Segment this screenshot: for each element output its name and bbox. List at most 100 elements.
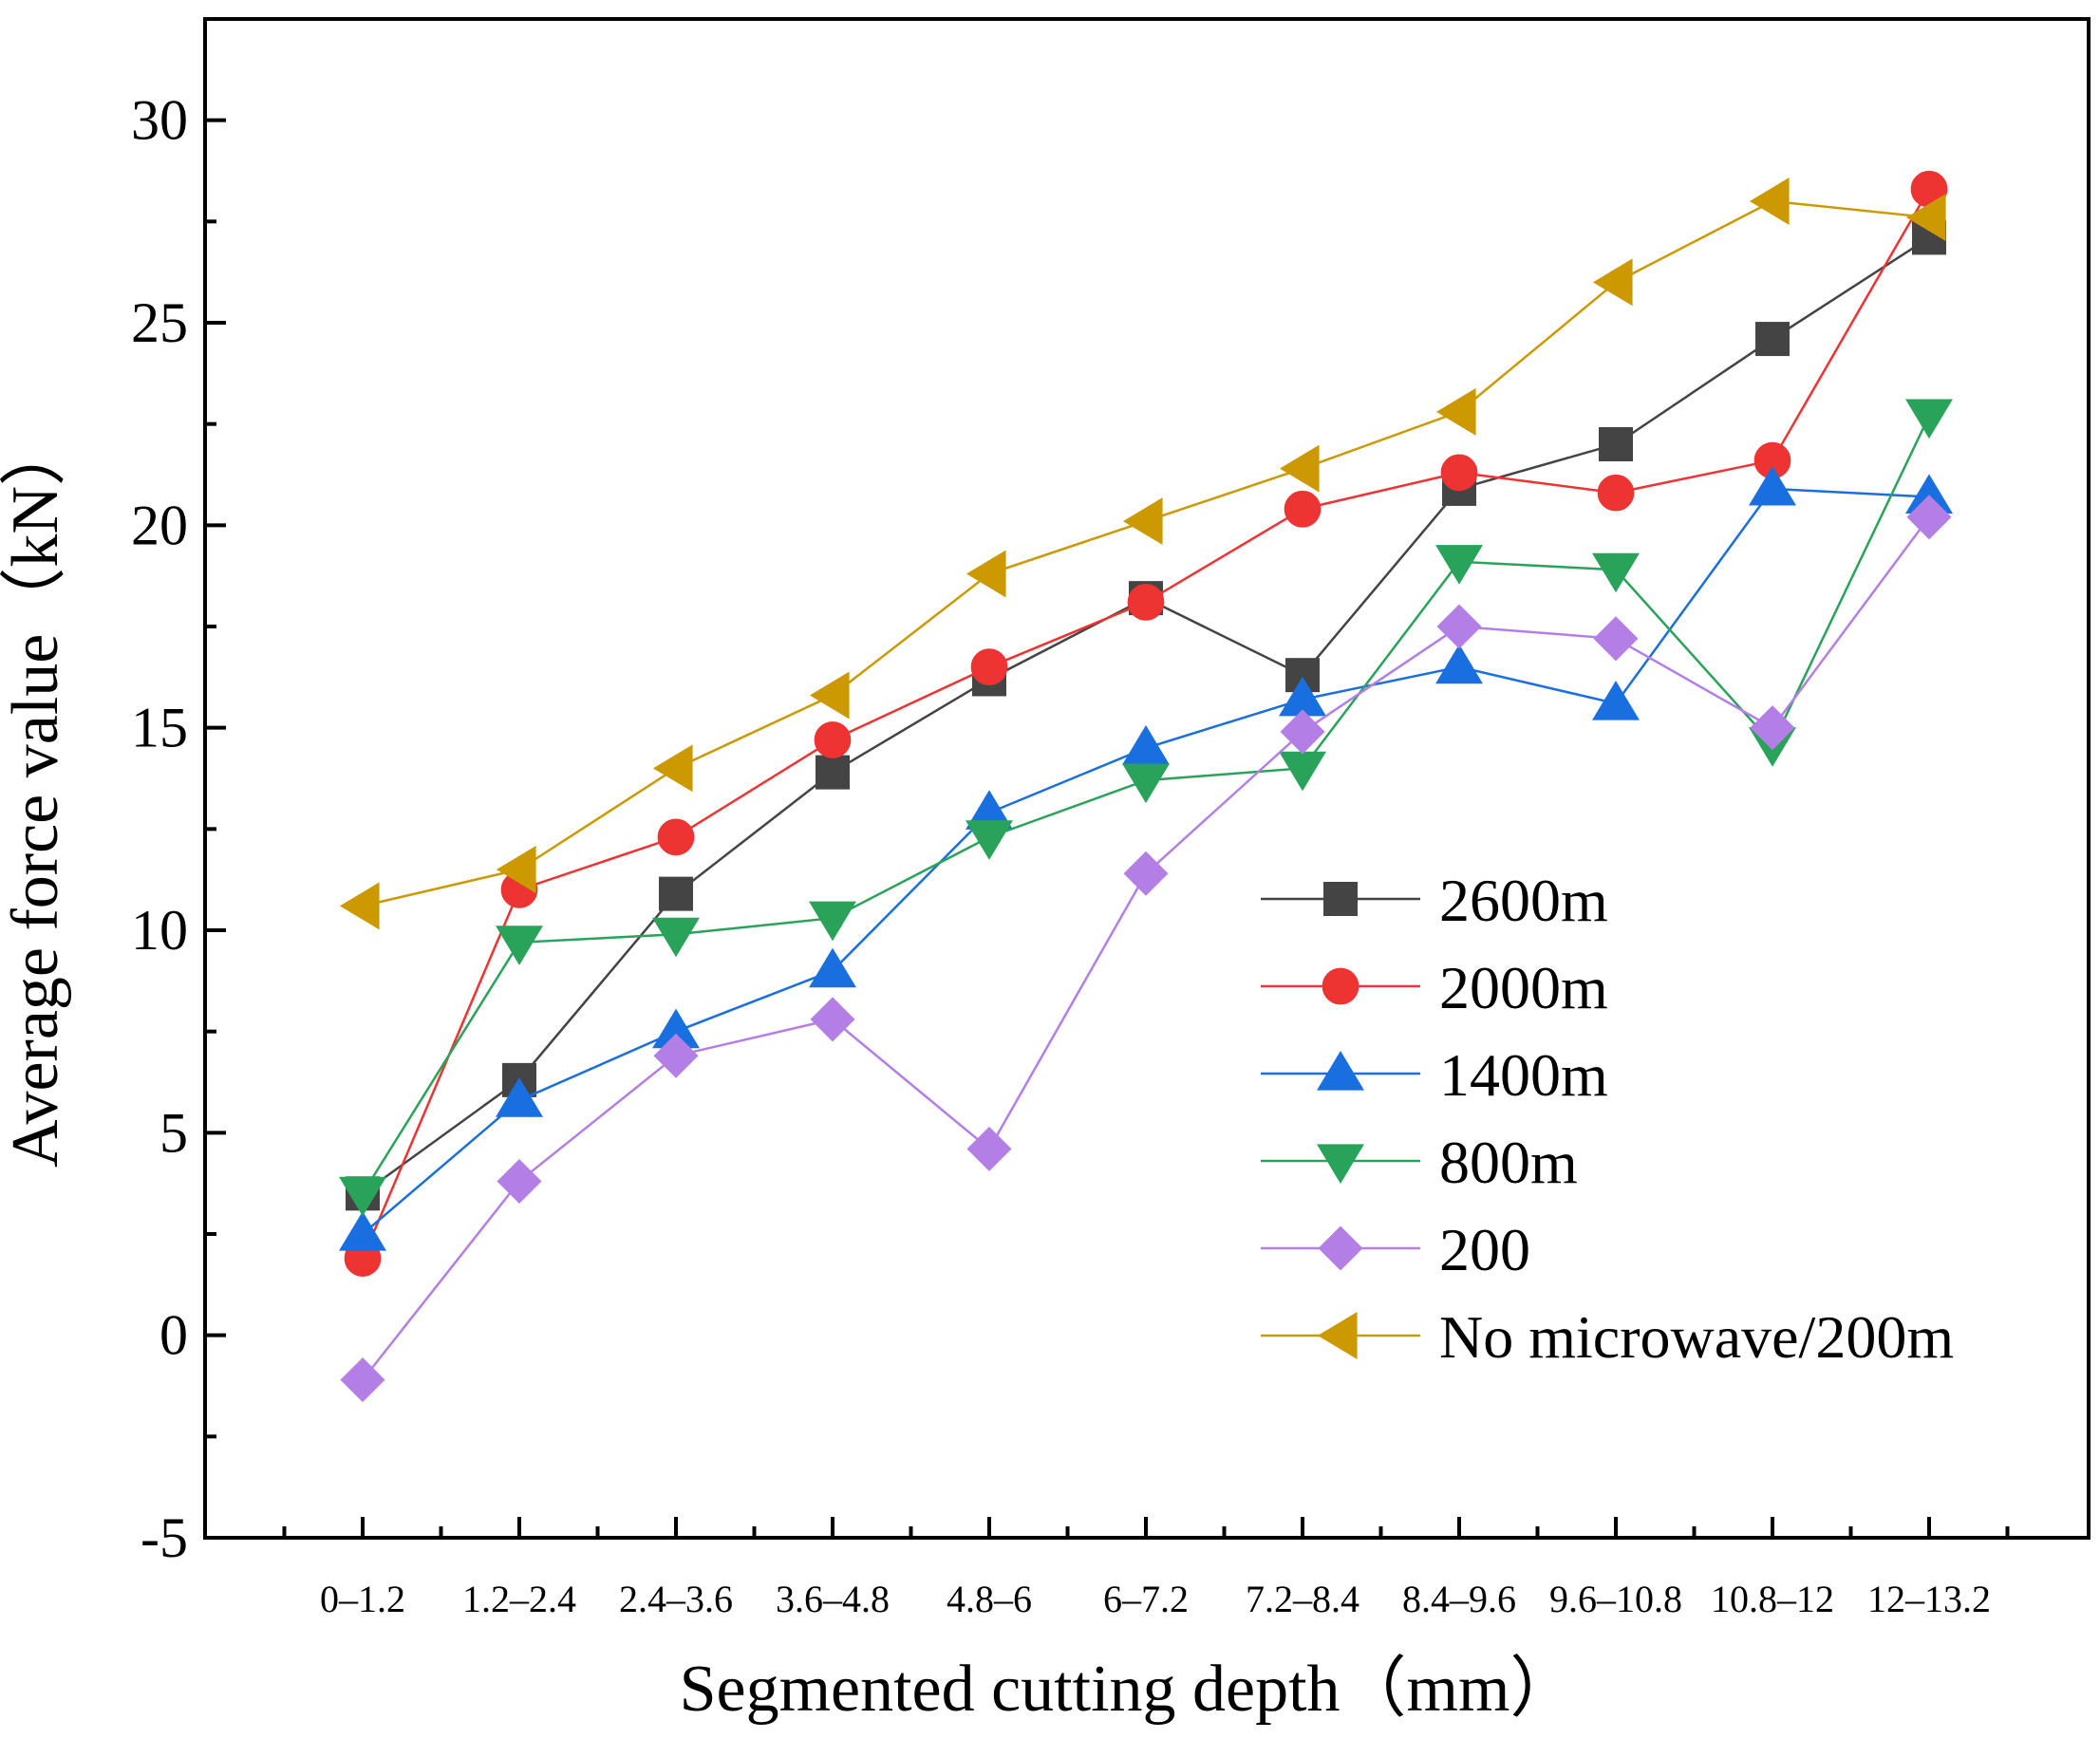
y-tick-label: 5 <box>159 1101 188 1164</box>
data-point <box>1592 681 1640 720</box>
legend-label: 2000m <box>1439 954 1608 1021</box>
data-point <box>1436 604 1482 649</box>
legend-entry: 1400m <box>1261 1041 1608 1109</box>
x-tick-label: 0–1.2 <box>320 1578 405 1620</box>
y-tick-label: 10 <box>131 899 188 962</box>
legend-label: 1400m <box>1439 1041 1608 1109</box>
series-200 <box>340 495 1952 1403</box>
series-2000m <box>344 170 1948 1277</box>
legend-label: 800m <box>1439 1129 1578 1196</box>
legend-marker <box>1317 1312 1358 1359</box>
data-point <box>1599 427 1633 461</box>
axes-layer: -5 0 5 10 15 20 25 30 0–1.2 1.2–2.4 2.4–3.6 3.6–4.8… <box>131 17 2091 1620</box>
y-tick-label: 20 <box>131 494 188 556</box>
legend-marker <box>1322 967 1359 1005</box>
x-tick-label: 12–13.2 <box>1867 1578 1991 1620</box>
data-point <box>1284 490 1322 528</box>
data-point <box>340 1357 385 1403</box>
x-tick-label: 7.2–8.4 <box>1246 1578 1359 1620</box>
x-axis-title: Segmented cutting depth（mm） <box>680 1653 1577 1726</box>
x-tick-label: 10.8–12 <box>1711 1578 1834 1620</box>
series-line <box>361 188 1931 1260</box>
data-point <box>1906 495 1952 540</box>
data-point <box>652 744 693 793</box>
data-point <box>1755 322 1790 357</box>
legend-marker <box>1318 1225 1363 1271</box>
data-point <box>966 1126 1012 1171</box>
data-point <box>970 648 1008 686</box>
x-tick-label: 4.8–6 <box>947 1578 1032 1620</box>
data-point <box>339 882 380 930</box>
x-tick-label: 9.6–10.8 <box>1549 1578 1682 1620</box>
data-point <box>1122 724 1170 765</box>
data-point <box>1279 444 1320 493</box>
data-point <box>1127 584 1165 621</box>
data-point <box>810 997 855 1042</box>
data-point <box>497 1159 542 1205</box>
data-point <box>1279 751 1326 792</box>
data-point <box>1750 705 1795 751</box>
y-tick-label: 0 <box>159 1304 188 1367</box>
data-point <box>809 671 850 720</box>
data-point <box>1592 552 1640 593</box>
x-tick-label: 3.6–4.8 <box>776 1578 890 1620</box>
data-point <box>339 1176 386 1217</box>
data-point <box>1435 387 1476 436</box>
series-800m <box>339 399 1953 1217</box>
y-tick-label: 15 <box>131 697 188 759</box>
data-point <box>652 917 700 958</box>
series-line <box>362 516 1931 1381</box>
data-point <box>1749 465 1796 506</box>
series-2600m <box>346 220 1946 1211</box>
data-point <box>496 846 536 893</box>
data-point <box>1440 454 1478 492</box>
legend-entry: 800m <box>1261 1129 1578 1196</box>
data-point <box>1597 474 1635 512</box>
legend: 2600m 2000m 1400m 800m 200 No microwave/200m <box>1261 867 1954 1371</box>
legend-label: 200 <box>1439 1216 1530 1283</box>
data-point <box>966 820 1013 860</box>
data-point <box>659 876 693 911</box>
legend-label: No microwave/200m <box>1439 1303 1954 1371</box>
data-point <box>653 1033 699 1078</box>
data-point <box>1123 851 1169 896</box>
legend-label: 2600m <box>1439 867 1608 934</box>
data-point <box>339 1210 386 1251</box>
data-point <box>1435 545 1483 585</box>
series-line <box>362 236 1930 1195</box>
y-tick-label: 25 <box>131 291 188 354</box>
data-point <box>1905 194 1946 242</box>
y-tick-label: 30 <box>131 89 188 152</box>
data-point <box>1122 763 1170 804</box>
data-point <box>1280 709 1325 755</box>
series-1400m <box>339 465 1953 1251</box>
legend-entry: 2600m <box>1261 867 1608 934</box>
x-tick-label: 2.4–3.6 <box>619 1578 733 1620</box>
data-point <box>1592 258 1633 307</box>
data-point <box>814 721 852 758</box>
legend-marker <box>1323 882 1358 916</box>
legend-entry: No microwave/200m <box>1261 1303 1954 1371</box>
data-point <box>1435 644 1483 684</box>
series-layer <box>339 170 1953 1403</box>
data-point <box>1749 178 1790 225</box>
x-tick-label: 6–7.2 <box>1103 1578 1189 1620</box>
y-tick-label: -5 <box>141 1506 188 1569</box>
data-point <box>1593 616 1639 662</box>
data-point <box>809 901 856 942</box>
x-tick-label: 1.2–2.4 <box>462 1578 576 1620</box>
legend-marker <box>1317 1144 1364 1185</box>
series-no-microwave-200m <box>339 178 1946 930</box>
data-point <box>1122 497 1163 546</box>
data-point <box>496 1077 543 1117</box>
legend-entry: 2000m <box>1261 954 1608 1021</box>
legend-entry: 200 <box>1261 1216 1530 1283</box>
data-point <box>816 755 850 790</box>
data-point <box>657 818 695 856</box>
data-point <box>966 550 1006 598</box>
y-axis-title: Average force value（kN） <box>0 420 72 1168</box>
x-tick-label: 8.4–9.6 <box>1402 1578 1516 1620</box>
data-point <box>496 926 543 965</box>
legend-marker <box>1317 1050 1364 1091</box>
